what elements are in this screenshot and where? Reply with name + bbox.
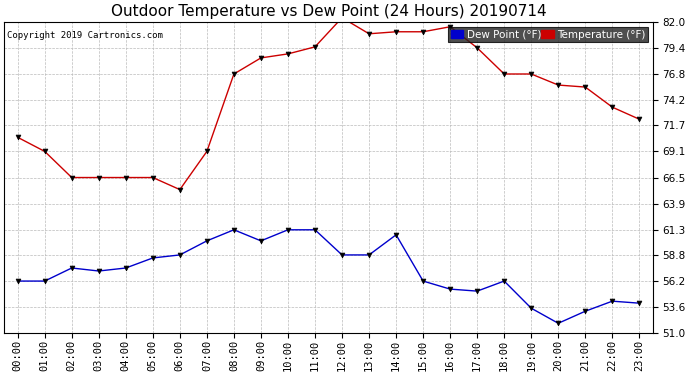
Text: Copyright 2019 Cartronics.com: Copyright 2019 Cartronics.com — [8, 31, 164, 40]
Title: Outdoor Temperature vs Dew Point (24 Hours) 20190714: Outdoor Temperature vs Dew Point (24 Hou… — [110, 4, 546, 19]
Legend: Dew Point (°F), Temperature (°F): Dew Point (°F), Temperature (°F) — [448, 27, 648, 42]
